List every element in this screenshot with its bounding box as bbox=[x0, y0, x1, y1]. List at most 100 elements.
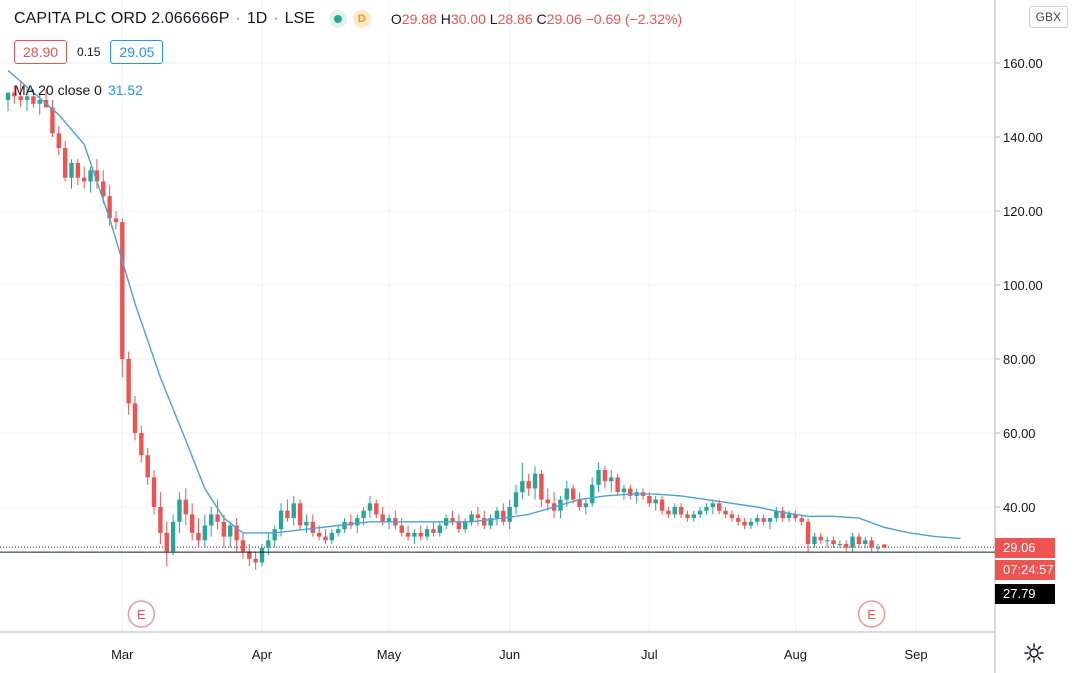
candle-body bbox=[69, 162, 74, 178]
candle bbox=[189, 503, 195, 541]
candle bbox=[297, 499, 303, 530]
candle bbox=[469, 510, 474, 526]
candle bbox=[412, 529, 417, 544]
candle-body bbox=[755, 518, 760, 522]
candle bbox=[234, 518, 239, 552]
candle bbox=[780, 507, 785, 522]
candle bbox=[685, 510, 690, 522]
candle bbox=[793, 510, 798, 522]
candle bbox=[405, 525, 411, 541]
candle bbox=[62, 140, 68, 182]
candle bbox=[653, 495, 658, 511]
y-tick-label: 100.00 bbox=[1003, 278, 1043, 293]
y-tick-label: 140.00 bbox=[1003, 130, 1043, 145]
candle bbox=[850, 532, 855, 552]
candle bbox=[863, 536, 868, 548]
candle bbox=[24, 88, 30, 112]
axes bbox=[0, 0, 1000, 673]
y-tick-label: 60.00 bbox=[1003, 426, 1036, 441]
candle-body bbox=[678, 507, 684, 515]
candle-body bbox=[526, 481, 531, 489]
candle-body bbox=[291, 503, 296, 519]
candle-body bbox=[132, 403, 138, 433]
candle-body bbox=[647, 495, 652, 504]
candle bbox=[183, 488, 188, 526]
candle-body bbox=[247, 551, 252, 559]
candle-body bbox=[355, 518, 360, 526]
market-status-icon[interactable] bbox=[328, 10, 347, 28]
delay-badge-icon[interactable]: D bbox=[352, 10, 371, 28]
candle-body bbox=[456, 521, 462, 530]
candle bbox=[723, 507, 728, 519]
candle bbox=[310, 514, 315, 537]
earnings-marker[interactable]: E bbox=[127, 600, 156, 628]
candle-body bbox=[297, 503, 303, 526]
sell-price-button[interactable]: 28.90 bbox=[14, 40, 68, 64]
candle bbox=[545, 488, 550, 511]
candle bbox=[513, 484, 519, 515]
candle bbox=[488, 514, 493, 530]
candle bbox=[329, 529, 335, 544]
gear-icon[interactable] bbox=[1022, 641, 1046, 665]
candle bbox=[164, 521, 169, 567]
price-levels bbox=[0, 546, 995, 553]
candle-body bbox=[253, 558, 258, 563]
candle-body bbox=[424, 529, 430, 537]
candle-body bbox=[56, 133, 61, 149]
interval-label[interactable]: 1D bbox=[246, 10, 268, 27]
candle-body bbox=[494, 510, 500, 519]
y-tick-label: 40.00 bbox=[1003, 500, 1036, 515]
candle bbox=[818, 532, 823, 544]
candle-body bbox=[710, 503, 716, 507]
candle-body bbox=[628, 488, 633, 496]
chart-header: CAPITA PLC ORD 2.066666P · 1D · LSE D O2… bbox=[14, 10, 683, 28]
y-tick-label: 120.00 bbox=[1003, 204, 1043, 219]
candle bbox=[837, 540, 843, 548]
candle bbox=[323, 529, 328, 544]
candle-body bbox=[780, 510, 785, 519]
ma-legend[interactable]: MA 20 close 0 31.52 bbox=[14, 82, 143, 98]
candle-body bbox=[475, 514, 481, 519]
candle bbox=[602, 466, 608, 489]
buy-price-button[interactable]: 29.05 bbox=[110, 40, 164, 64]
candle bbox=[450, 510, 455, 526]
candle-body bbox=[412, 532, 417, 537]
candle bbox=[742, 518, 747, 530]
candle-body bbox=[139, 433, 144, 456]
candle-body bbox=[863, 540, 868, 544]
candle-body bbox=[189, 514, 195, 533]
candle bbox=[132, 396, 138, 441]
currency-badge[interactable]: GBX bbox=[1028, 6, 1068, 28]
candle bbox=[463, 518, 468, 533]
candle-body bbox=[158, 507, 163, 533]
candle-body bbox=[590, 484, 595, 504]
y-tick-label: 160.00 bbox=[1003, 56, 1043, 71]
candle-body bbox=[101, 181, 106, 197]
symbol-title[interactable]: CAPITA PLC ORD 2.066666P bbox=[14, 10, 230, 27]
candle-body bbox=[697, 510, 703, 515]
candle-body bbox=[107, 196, 112, 219]
candle bbox=[748, 518, 754, 530]
candle-body bbox=[336, 529, 341, 533]
y-axis-labels: 160.00 140.00 120.00 100.00 80.00 60.00 40.00 bbox=[1003, 56, 1043, 515]
candle-body bbox=[202, 525, 208, 541]
candle bbox=[494, 507, 500, 526]
candle-body bbox=[437, 525, 442, 533]
ohlc-readout: O29.88 H30.00 L28.86 C29.06 −0.69 (−2.32… bbox=[390, 11, 683, 27]
candle bbox=[659, 495, 665, 515]
candle-body bbox=[380, 514, 385, 522]
earnings-marker[interactable]: E bbox=[857, 600, 886, 628]
candle bbox=[736, 514, 741, 526]
candle bbox=[628, 484, 633, 500]
candle bbox=[113, 211, 119, 230]
candle bbox=[418, 525, 423, 541]
candle-body bbox=[761, 518, 766, 522]
candle bbox=[704, 503, 709, 515]
candle bbox=[278, 503, 284, 537]
candle-body bbox=[272, 529, 277, 541]
candle-body bbox=[31, 96, 36, 104]
candle-body bbox=[850, 536, 855, 548]
candle-body bbox=[793, 514, 798, 519]
